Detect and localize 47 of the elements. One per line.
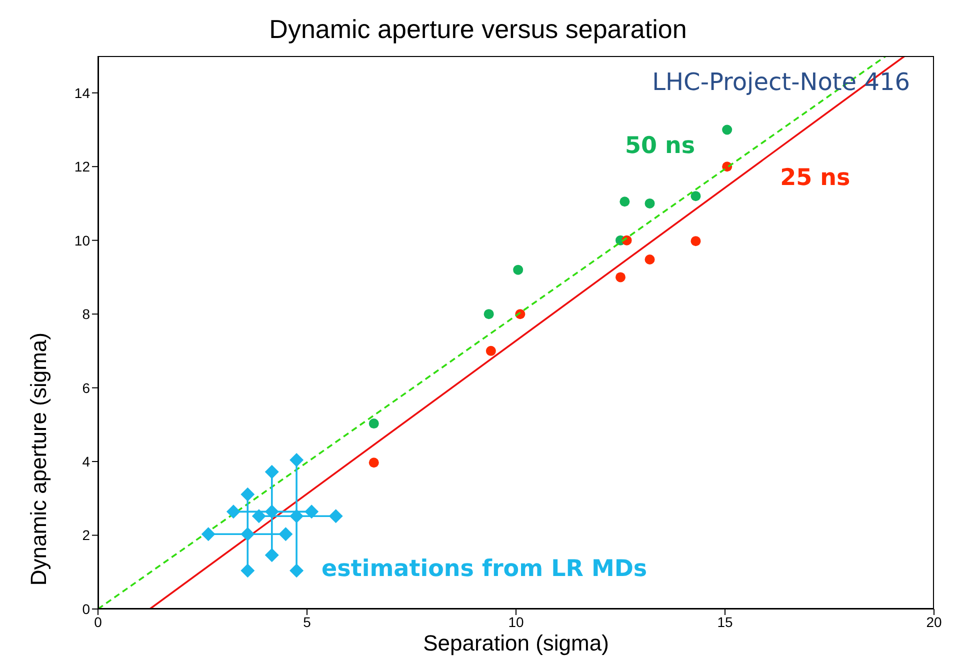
series-label: 50 ns xyxy=(625,132,696,159)
point xyxy=(368,418,379,429)
point xyxy=(226,504,240,519)
point xyxy=(264,464,279,479)
x-tick-label: 15 xyxy=(717,614,733,630)
y-tick-label: 0 xyxy=(82,600,90,617)
point xyxy=(201,527,216,542)
point xyxy=(328,509,343,524)
x-tick-label: 0 xyxy=(94,614,102,630)
y-axis-title: Dynamic aperture (sigma) xyxy=(26,332,51,586)
point xyxy=(620,196,630,207)
point xyxy=(722,124,732,135)
point xyxy=(690,191,701,202)
point xyxy=(240,527,255,542)
y-tick-label: 6 xyxy=(82,380,90,396)
y-tick-label: 2 xyxy=(82,527,90,544)
text: 25 ns xyxy=(780,164,850,191)
point xyxy=(240,564,255,578)
point xyxy=(264,504,279,519)
point xyxy=(690,236,701,246)
x-tick-label: 20 xyxy=(926,614,942,630)
y-tick-label: 10 xyxy=(74,232,90,248)
point xyxy=(290,509,304,524)
point xyxy=(278,527,293,542)
point xyxy=(264,548,279,562)
point xyxy=(513,264,524,275)
y-tick-label: 14 xyxy=(74,84,90,101)
chart-title: Dynamic aperture versus separation xyxy=(268,14,688,45)
y-tick-label: 8 xyxy=(82,306,90,322)
y-tick-label: 4 xyxy=(82,454,90,470)
annotation: LHC-Project-Note 416 xyxy=(652,68,910,96)
x-tick-label: 5 xyxy=(303,614,312,630)
point xyxy=(616,272,626,282)
series-label: estimations from LR MDs xyxy=(322,556,648,582)
point xyxy=(252,509,266,524)
y-tick-label: 12 xyxy=(74,158,90,175)
x-tick-label: 10 xyxy=(508,614,524,630)
point xyxy=(484,309,494,320)
point xyxy=(304,504,319,519)
point xyxy=(290,564,304,578)
point xyxy=(486,346,496,356)
x-axis-title: Separation (sigma) xyxy=(423,630,609,656)
point xyxy=(644,198,655,208)
point xyxy=(644,254,655,265)
point xyxy=(368,458,379,468)
point xyxy=(240,487,255,502)
point xyxy=(290,453,304,468)
